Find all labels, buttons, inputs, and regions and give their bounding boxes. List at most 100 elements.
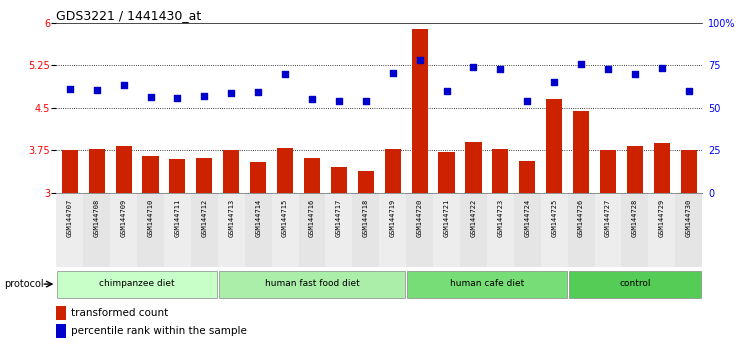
Point: [333, 98, 345, 104]
Point: [494, 67, 506, 72]
Text: GSM144714: GSM144714: [255, 199, 261, 237]
Text: GSM144716: GSM144716: [309, 199, 315, 237]
Bar: [219, 270, 405, 298]
Point: [602, 67, 614, 72]
Point: [118, 82, 130, 88]
Bar: [110, 193, 137, 267]
Bar: [277, 148, 293, 193]
Text: GSM144728: GSM144728: [632, 199, 638, 237]
Bar: [325, 193, 352, 267]
Text: GSM144730: GSM144730: [686, 199, 692, 237]
Point: [656, 65, 668, 71]
Text: GSM144717: GSM144717: [336, 199, 342, 237]
Bar: [675, 193, 702, 267]
Text: human fast food diet: human fast food diet: [264, 279, 359, 288]
Bar: [191, 193, 218, 267]
Bar: [439, 152, 454, 193]
Point: [279, 71, 291, 77]
Text: GSM144720: GSM144720: [417, 199, 423, 237]
Bar: [648, 193, 675, 267]
Point: [629, 71, 641, 77]
Text: GSM144727: GSM144727: [605, 199, 611, 237]
Bar: [250, 162, 266, 193]
Text: GSM144711: GSM144711: [174, 199, 180, 237]
Point: [441, 88, 453, 94]
Bar: [245, 193, 272, 267]
Point: [144, 94, 156, 99]
Bar: [57, 270, 217, 298]
Bar: [170, 159, 185, 193]
Text: GSM144708: GSM144708: [94, 199, 100, 237]
Bar: [493, 149, 508, 193]
Bar: [406, 193, 433, 267]
Bar: [137, 193, 164, 267]
Text: GSM144719: GSM144719: [390, 199, 396, 237]
Point: [521, 98, 533, 103]
Text: chimpanzee diet: chimpanzee diet: [99, 279, 175, 288]
Bar: [56, 306, 66, 320]
Bar: [56, 193, 83, 267]
Point: [252, 89, 264, 95]
Bar: [62, 150, 78, 193]
Bar: [433, 193, 460, 267]
Bar: [299, 193, 325, 267]
Text: control: control: [619, 279, 650, 288]
Text: GSM144721: GSM144721: [444, 199, 450, 237]
Bar: [164, 193, 191, 267]
Point: [225, 90, 237, 96]
Bar: [83, 193, 110, 267]
Bar: [653, 143, 670, 193]
Bar: [519, 161, 535, 193]
Bar: [627, 146, 643, 193]
Point: [198, 93, 210, 98]
Bar: [223, 150, 240, 193]
Text: GSM144709: GSM144709: [121, 199, 127, 237]
Point: [306, 97, 318, 102]
Text: GSM144726: GSM144726: [578, 199, 584, 237]
Bar: [573, 111, 589, 193]
Text: transformed count: transformed count: [71, 308, 168, 318]
Bar: [352, 193, 379, 267]
Bar: [568, 193, 595, 267]
Text: GSM144724: GSM144724: [524, 199, 530, 237]
Text: protocol: protocol: [4, 279, 44, 289]
Bar: [546, 99, 562, 193]
Bar: [304, 158, 320, 193]
Text: GDS3221 / 1441430_at: GDS3221 / 1441430_at: [56, 9, 201, 22]
Bar: [622, 193, 648, 267]
Bar: [600, 150, 616, 193]
Point: [387, 70, 399, 76]
Text: percentile rank within the sample: percentile rank within the sample: [71, 326, 247, 336]
Bar: [196, 158, 213, 193]
Bar: [541, 193, 568, 267]
Bar: [595, 193, 622, 267]
Point: [414, 57, 426, 63]
Text: GSM144715: GSM144715: [282, 199, 288, 237]
Bar: [89, 149, 105, 193]
Point: [360, 98, 372, 104]
Bar: [379, 193, 406, 267]
Text: GSM144718: GSM144718: [363, 199, 369, 237]
Bar: [460, 193, 487, 267]
Point: [64, 86, 76, 92]
Bar: [272, 193, 299, 267]
Bar: [514, 193, 541, 267]
Bar: [569, 270, 701, 298]
Text: human cafe diet: human cafe diet: [450, 279, 524, 288]
Bar: [218, 193, 245, 267]
Text: GSM144712: GSM144712: [201, 199, 207, 237]
Text: GSM144729: GSM144729: [659, 199, 665, 237]
Text: GSM144707: GSM144707: [67, 199, 73, 237]
Text: GSM144725: GSM144725: [551, 199, 557, 237]
Bar: [487, 193, 514, 267]
Point: [171, 95, 183, 101]
Bar: [357, 171, 374, 193]
Bar: [330, 167, 347, 193]
Bar: [116, 147, 131, 193]
Point: [548, 80, 560, 85]
Point: [575, 61, 587, 67]
Bar: [143, 156, 158, 193]
Bar: [385, 149, 401, 193]
Bar: [56, 324, 66, 338]
Bar: [680, 150, 697, 193]
